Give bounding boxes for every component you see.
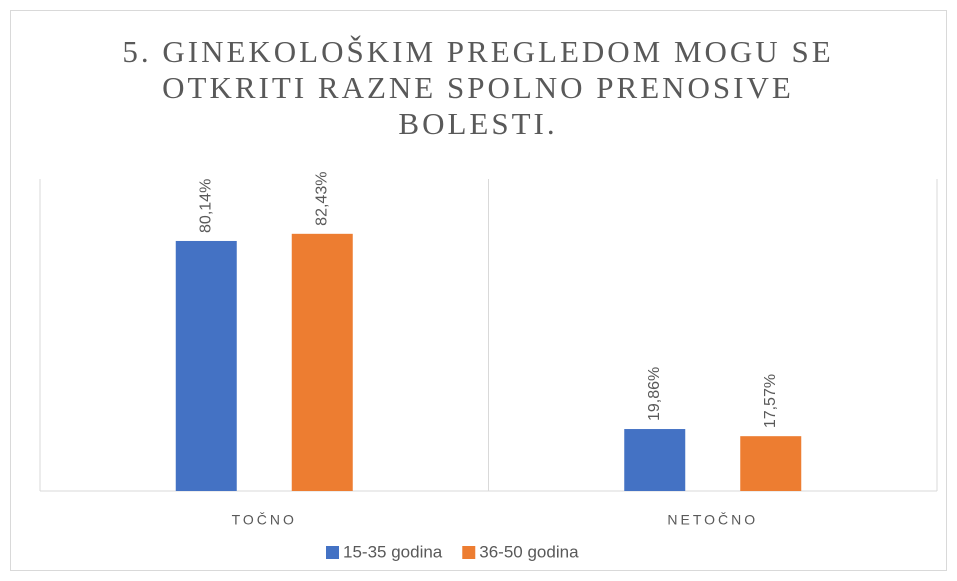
bar (624, 429, 686, 491)
data-label: 17,57% (762, 374, 779, 428)
x-tick-label: TOČNO (232, 512, 297, 528)
legend-label: 15-35 godina (343, 542, 443, 561)
legend-swatch (462, 546, 476, 559)
bar (175, 240, 237, 491)
bar (291, 233, 353, 491)
data-label: 80,14% (197, 179, 214, 233)
chart-title: 5. GINEKOLOŠKIM PREGLEDOM MOGU SE OTKRIT… (122, 34, 834, 141)
bar (740, 436, 802, 491)
x-tick-label: NETOČNO (667, 512, 758, 528)
data-label: 82,43% (313, 172, 330, 226)
data-label: 19,86% (646, 367, 663, 421)
legend-label: 36-50 godina (479, 542, 579, 561)
legend-swatch (326, 546, 339, 559)
chart-border (10, 10, 947, 571)
